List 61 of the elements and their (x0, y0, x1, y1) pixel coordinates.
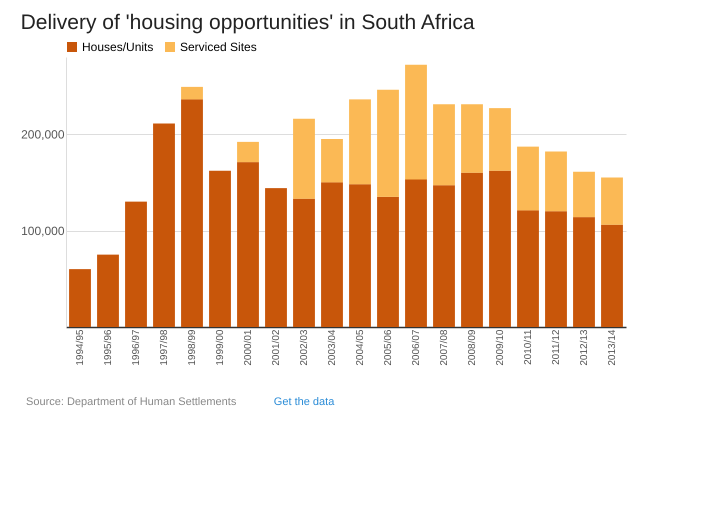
x-tick-label: 2007/08 (439, 329, 450, 366)
bar (349, 99, 371, 184)
bar (405, 179, 427, 327)
bar (237, 142, 259, 162)
bar (545, 211, 567, 327)
legend-label: Houses/Units (82, 40, 154, 54)
bar (433, 185, 455, 327)
bar (545, 152, 567, 212)
bar (433, 104, 455, 186)
source-note: Source: Department of Human Settlements (26, 396, 237, 408)
bar (321, 138, 343, 182)
bar (209, 170, 231, 327)
legend-label: Serviced Sites (180, 40, 257, 54)
x-tick-label: 2005/06 (383, 329, 394, 366)
x-tick-label: 2009/10 (495, 329, 506, 366)
bar (489, 108, 511, 171)
x-tick-label: 1999/00 (215, 329, 226, 366)
x-tick-label: 2002/03 (299, 329, 310, 366)
x-tick-label: 1996/97 (131, 329, 142, 366)
bar (405, 64, 427, 180)
x-tick-label: 2004/05 (355, 329, 366, 366)
x-tick-label: 2003/04 (327, 329, 338, 366)
bar (293, 198, 315, 327)
x-tick-label: 1997/98 (159, 329, 170, 366)
chart-title: Delivery of 'housing opportunities' in South Africa (20, 11, 475, 34)
x-tick-label: 2010/11 (523, 329, 534, 365)
x-tick-label: 2011/12 (551, 329, 562, 365)
text: Get the data (274, 396, 336, 408)
bar (125, 202, 147, 327)
bar (293, 118, 315, 199)
bar (237, 162, 259, 327)
bar (321, 182, 343, 327)
bar (181, 86, 203, 100)
bar (517, 210, 539, 327)
x-tick-label: 2012/13 (579, 329, 590, 366)
bar (265, 188, 287, 327)
x-tick-label: 2001/02 (271, 329, 282, 366)
bar (573, 172, 595, 218)
bar (153, 124, 175, 327)
bar (573, 217, 595, 327)
bar (377, 90, 399, 197)
y-tick-label: 100,000 (21, 224, 65, 238)
x-tick-label: 1995/96 (103, 329, 114, 366)
bar (181, 99, 203, 327)
bar (601, 224, 623, 327)
bar (69, 269, 91, 327)
bar (601, 178, 623, 225)
bar (97, 254, 119, 327)
bar (489, 170, 511, 327)
x-tick-label: 2008/09 (467, 329, 478, 366)
x-tick-label: 1994/95 (75, 329, 86, 366)
bar (461, 172, 483, 327)
bar (461, 104, 483, 173)
x-tick-label: 2013/14 (607, 329, 618, 366)
bar (349, 184, 371, 327)
bar (377, 196, 399, 327)
x-tick-label: 1998/99 (187, 329, 198, 366)
x-tick-label: 2000/01 (243, 329, 254, 366)
bar (517, 146, 539, 210)
y-tick-label: 200,000 (21, 128, 65, 142)
x-tick-label: 2006/07 (411, 329, 422, 366)
